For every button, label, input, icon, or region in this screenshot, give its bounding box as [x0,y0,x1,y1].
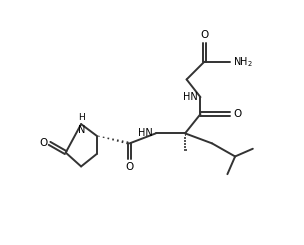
Text: H: H [78,113,85,122]
Text: NH$_2$: NH$_2$ [233,55,253,69]
Text: HN: HN [183,92,197,102]
Text: O: O [200,30,209,40]
Text: O: O [233,109,242,119]
Text: HN: HN [138,128,153,138]
Text: O: O [126,162,134,172]
Text: O: O [39,138,47,148]
Text: N: N [78,125,85,135]
